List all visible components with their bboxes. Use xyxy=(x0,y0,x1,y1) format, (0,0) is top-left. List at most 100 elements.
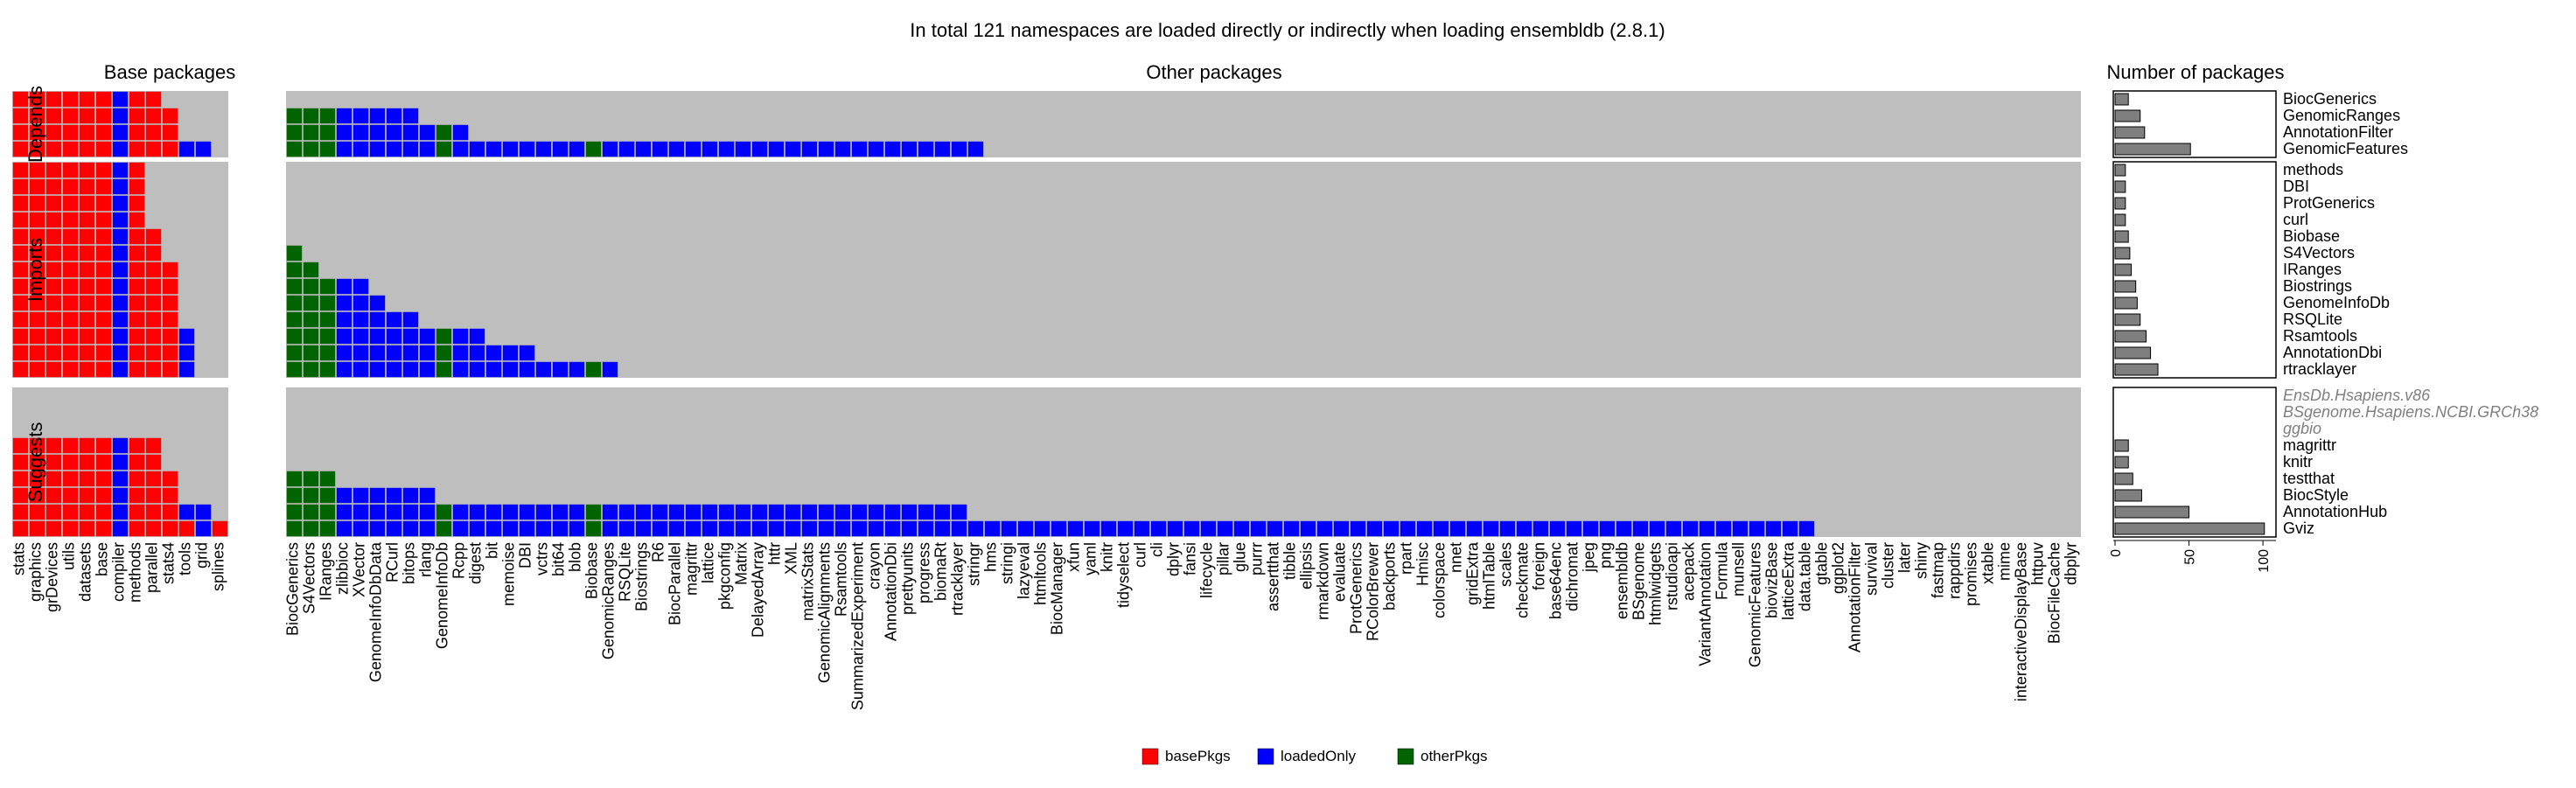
cell-genomicfeatures-purrr xyxy=(1250,141,1267,157)
cell-rsamtools-xfun xyxy=(1067,328,1084,345)
cell-biocstyle-gridextra xyxy=(1466,487,1483,504)
cell-protgenerics-hms xyxy=(984,195,1001,212)
cell-genomicranges-biomart xyxy=(934,108,951,124)
cell-genomicfeatures-scales xyxy=(1499,141,1516,157)
cell-biocstyle-promises xyxy=(1965,487,1981,504)
col-label-lattice: lattice xyxy=(699,542,716,583)
chart-title: In total 121 namespaces are loaded direc… xyxy=(910,19,1665,41)
cell-genomicranges-latticeextra xyxy=(1782,108,1798,124)
cell-ensdb-hsapiens-v86-compiler xyxy=(112,387,129,404)
cell-magrittr-mime xyxy=(1998,437,2014,454)
cell-rsamtools-base xyxy=(95,328,112,345)
cell-ggbio-tibble xyxy=(1283,421,1300,437)
cell-bsgenome-hsapiens-ncbi-grch38-fastmap xyxy=(1931,404,1948,421)
cell-bsgenome-hsapiens-ncbi-grch38-datasets xyxy=(79,404,95,421)
cell-genomeinfodb-png xyxy=(1599,295,1616,311)
col-label-biocparallel: BiocParallel xyxy=(666,542,683,625)
cell-biobase-iranges xyxy=(319,228,336,245)
cell-genomicfeatures-dbplyr xyxy=(2064,141,2081,157)
cell-bsgenome-hsapiens-ncbi-grch38-foreign xyxy=(1532,404,1549,421)
col-label-stats: stats xyxy=(10,542,27,575)
cell-biostrings-memoise xyxy=(502,278,519,295)
cell-genomeinfodb-knitr xyxy=(1100,295,1117,311)
cell-biobase-shiny xyxy=(1915,228,1931,245)
cell-biocstyle-formula xyxy=(1715,487,1732,504)
cell-genomeinfodb-curl xyxy=(1134,295,1150,311)
cell-genomicranges-delayedarray xyxy=(751,108,768,124)
cell-gviz-pkgconfig xyxy=(718,520,735,537)
cell-biocstyle-jpeg xyxy=(1582,487,1599,504)
cell-s4vectors-bitops xyxy=(402,245,419,262)
cell-rtracklayer-base64enc xyxy=(1549,361,1566,378)
col-label-rcurl: RCurl xyxy=(383,542,401,582)
cell-biocstyle-grid xyxy=(195,487,212,504)
cell-iranges-digest xyxy=(469,262,485,278)
cell-protgenerics-biomart xyxy=(934,195,951,212)
cell-biocstyle-survival xyxy=(1865,487,1881,504)
cell-testthat-stats4 xyxy=(162,471,178,487)
cell-biobase-rtracklayer xyxy=(951,228,967,245)
cell-dbi-promises xyxy=(1965,178,1981,195)
cell-rsamtools-lifecycle xyxy=(1200,328,1217,345)
cell-biobase-curl xyxy=(1134,228,1150,245)
cell-biocstyle-tools xyxy=(178,487,195,504)
cell-rtracklayer-tidyselect xyxy=(1117,361,1134,378)
cell-annotationdbi-scales xyxy=(1499,345,1516,361)
cell-annotationdbi-rsqlite xyxy=(618,345,635,361)
cell-ensdb-hsapiens-v86-dichromat xyxy=(1566,387,1582,404)
cell-curl-rpart xyxy=(1400,212,1416,228)
cell-genomicranges-mime xyxy=(1998,108,2014,124)
cell-annotationdbi-ensembldb xyxy=(1616,345,1632,361)
cell-annotationhub-bitops xyxy=(402,504,419,520)
cell-biostrings-png xyxy=(1599,278,1616,295)
cell-protgenerics-ggplot2 xyxy=(1832,195,1848,212)
col-label-datasets: datasets xyxy=(76,542,94,602)
cell-rsamtools-memoise xyxy=(502,328,519,345)
cell-ggbio-mime xyxy=(1998,421,2014,437)
cell-s4vectors-rpart xyxy=(1400,245,1416,262)
cell-annotationhub-bsgenome xyxy=(1632,504,1649,520)
cell-genomicfeatures-biobase xyxy=(585,141,602,157)
cell-bsgenome-hsapiens-ncbi-grch38-formula xyxy=(1715,404,1732,421)
col-label-rappdirs: rappdirs xyxy=(1945,542,1963,599)
cell-annotationdbi-prettyunits xyxy=(901,345,918,361)
cell-annotationfilter-matrixstats xyxy=(801,124,818,141)
cell-biobase-httr xyxy=(768,228,785,245)
cell-biocgenerics-nnet xyxy=(1449,91,1466,108)
cell-ensdb-hsapiens-v86-bit64 xyxy=(552,387,569,404)
cell-biocstyle-rcurl xyxy=(386,487,402,504)
cell-iranges-bitops xyxy=(402,262,419,278)
cell-rtracklayer-rmarkdown xyxy=(1316,361,1333,378)
cell-bsgenome-hsapiens-ncbi-grch38-png xyxy=(1599,404,1616,421)
cell-rsamtools-nnet xyxy=(1449,328,1466,345)
cell-knitr-matrix xyxy=(735,454,751,471)
cell-biobase-stringr xyxy=(967,228,984,245)
cell-annotationhub-rcpp xyxy=(452,504,469,520)
cell-biocstyle-data-table xyxy=(1798,487,1815,504)
cell-genomicranges-lazyeval xyxy=(1017,108,1034,124)
cell-genomeinfodb-iranges xyxy=(319,295,336,311)
cell-annotationhub-stats xyxy=(12,504,29,520)
cell-curl-interactivedisplaybase xyxy=(2014,212,2031,228)
cell-rsqlite-htmltable xyxy=(1483,311,1499,328)
cell-biocgenerics-prettyunits xyxy=(901,91,918,108)
cell-annotationfilter-memoise xyxy=(502,124,519,141)
cell-biostrings-magrittr xyxy=(685,278,702,295)
cell-magrittr-yaml xyxy=(1084,437,1100,454)
cell-annotationfilter-rcolorbrewer xyxy=(1366,124,1383,141)
cell-protgenerics-biocfilecache xyxy=(2048,195,2064,212)
cell-biocstyle-rlang xyxy=(419,487,436,504)
cell-gviz-interactivedisplaybase xyxy=(2014,520,2031,537)
cell-s4vectors-httpuv xyxy=(2031,245,2048,262)
cell-genomeinfodb-methods xyxy=(129,295,145,311)
cell-rtracklayer-htmltools xyxy=(1034,361,1051,378)
cell-genomicfeatures-ggplot2 xyxy=(1832,141,1848,157)
cell-biocstyle-biocmanager xyxy=(1051,487,1067,504)
cell-bsgenome-hsapiens-ncbi-grch38-biocgenerics xyxy=(286,404,303,421)
cell-knitr-biovizbase xyxy=(1765,454,1782,471)
col-label-scales: scales xyxy=(1497,542,1514,587)
cell-ensdb-hsapiens-v86-prettyunits xyxy=(901,387,918,404)
cell-testthat-biocgenerics xyxy=(286,471,303,487)
cell-annotationhub-rsqlite xyxy=(618,504,635,520)
cell-s4vectors-xfun xyxy=(1067,245,1084,262)
